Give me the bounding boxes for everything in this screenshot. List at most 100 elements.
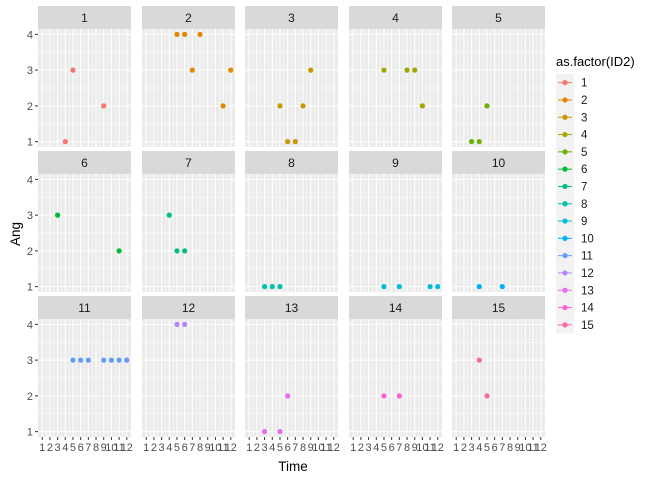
data-point	[174, 248, 180, 254]
x-tick-label: 8	[93, 442, 99, 454]
x-tick-label: 8	[507, 442, 513, 454]
facet-strip-label: 7	[185, 156, 192, 170]
x-tick-label: 4	[269, 442, 275, 454]
facet-strip-label: 8	[288, 156, 295, 170]
x-tick-label: 9	[101, 442, 107, 454]
data-point	[404, 67, 410, 73]
data-point	[182, 321, 188, 327]
x-tick-label: 8	[404, 442, 410, 454]
y-tick-label: 3	[27, 65, 33, 77]
data-point	[476, 284, 482, 290]
facet-strip	[245, 296, 338, 319]
x-tick-label: 7	[499, 442, 505, 454]
data-point	[269, 284, 275, 290]
x-tick-label: 3	[55, 442, 61, 454]
data-point	[484, 393, 490, 399]
facet-strip-label: 3	[288, 11, 295, 25]
x-tick-label: 7	[189, 442, 195, 454]
x-tick-label: 2	[461, 442, 467, 454]
x-tick-label: 4	[373, 442, 379, 454]
facet-strip-label: 1	[81, 11, 88, 25]
legend-label: 5	[581, 147, 587, 159]
legend-label: 8	[581, 199, 587, 211]
x-tick-label: 11	[217, 442, 228, 454]
data-point	[277, 103, 283, 109]
data-point	[182, 248, 188, 254]
legend-title: as.factor(ID2)	[556, 54, 635, 69]
legend-key-point	[562, 131, 568, 138]
x-tick-label: 1	[246, 442, 252, 454]
y-tick-label: 2	[27, 246, 33, 258]
legend-key-point	[562, 149, 568, 155]
y-tick-label: 4	[27, 29, 33, 41]
x-tick-label: 12	[121, 442, 133, 454]
facet-strip-label: 14	[389, 301, 403, 315]
facet-strip-label: 2	[185, 11, 192, 25]
legend-key-point	[562, 166, 568, 172]
legend-label: 13	[581, 285, 594, 297]
y-tick-label: 1	[27, 427, 33, 439]
y-tick-label: 4	[27, 174, 33, 186]
facet-strip-label: 13	[285, 301, 299, 315]
x-tick-label: 8	[197, 442, 203, 454]
legend-label: 9	[581, 216, 587, 228]
facet-strip-label: 11	[78, 301, 91, 315]
x-tick-label: 5	[174, 442, 180, 454]
x-tick-label: 3	[469, 442, 475, 454]
data-point	[166, 212, 172, 218]
x-tick-label: 11	[527, 442, 538, 454]
x-tick-label: 5	[277, 442, 283, 454]
data-point	[499, 284, 505, 290]
y-tick-label: 1	[27, 137, 33, 149]
y-tick-label: 1	[27, 282, 33, 294]
x-tick-label: 4	[166, 442, 172, 454]
facet-strip-label: 10	[492, 156, 506, 170]
legend-label: 4	[581, 130, 588, 142]
facet-strip	[452, 296, 545, 319]
x-tick-label: 11	[424, 442, 435, 454]
data-point	[381, 67, 387, 73]
legend-label: 3	[581, 112, 587, 124]
facet-strip-label: 15	[492, 301, 506, 315]
x-tick-label: 9	[205, 442, 211, 454]
facet-strip	[245, 151, 338, 174]
x-tick-label: 6	[285, 442, 291, 454]
legend-label: 7	[581, 181, 587, 193]
facet-strip	[142, 6, 235, 29]
legend-label: 2	[581, 95, 587, 107]
facet-strip	[349, 6, 442, 29]
x-tick-label: 9	[412, 442, 418, 454]
facet-strip	[38, 6, 131, 29]
y-tick-label: 3	[27, 210, 33, 222]
data-point	[476, 357, 482, 363]
data-point	[277, 284, 283, 290]
data-point	[476, 139, 482, 145]
x-tick-label: 12	[225, 442, 237, 454]
data-point	[189, 67, 195, 73]
legend-key-point	[562, 218, 568, 224]
x-tick-label: 10	[416, 442, 428, 454]
facet-strip	[452, 6, 545, 29]
x-tick-label: 6	[182, 442, 188, 454]
y-tick-label: 2	[27, 391, 33, 403]
data-point	[261, 429, 268, 435]
data-point	[285, 139, 291, 145]
legend-label: 15	[581, 320, 594, 332]
data-point	[70, 67, 76, 73]
data-point	[116, 357, 122, 363]
x-tick-label: 4	[62, 442, 68, 454]
x-tick-label: 5	[484, 442, 490, 454]
data-point	[396, 393, 402, 399]
data-point	[70, 357, 76, 363]
data-point	[261, 284, 268, 290]
y-tick-label: 3	[27, 355, 33, 367]
x-tick-label: 3	[366, 442, 372, 454]
legend-key-point	[562, 235, 568, 241]
data-point	[54, 212, 61, 218]
facet-strip-label: 6	[81, 156, 88, 170]
data-point	[124, 357, 130, 363]
legend-key-point	[562, 253, 568, 259]
legend-key-point	[562, 97, 568, 103]
x-tick-label: 6	[492, 442, 498, 454]
